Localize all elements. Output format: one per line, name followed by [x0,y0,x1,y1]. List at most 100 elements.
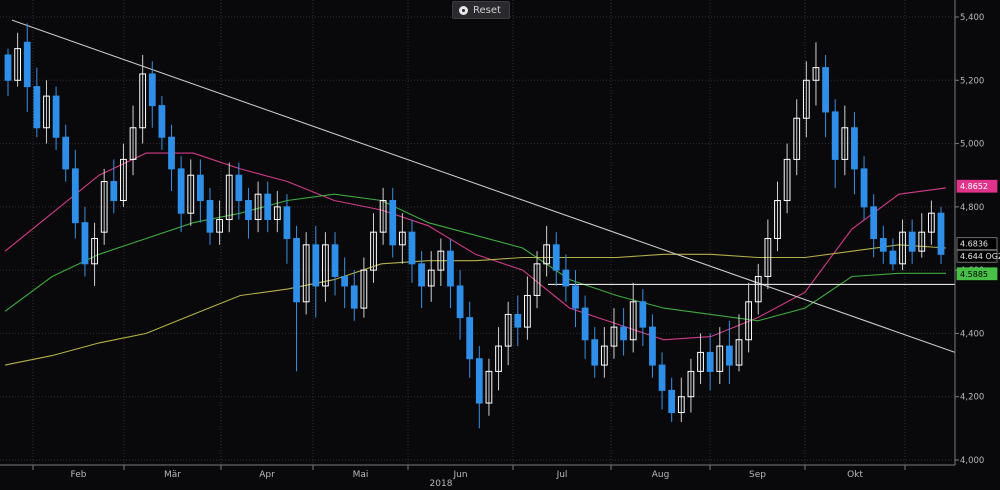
candle-body [43,95,50,129]
candle [802,61,810,138]
candle [841,105,849,176]
x-tick-label: Mai [353,470,369,480]
candle-body [802,79,810,119]
candle [793,99,801,176]
candle [379,187,387,245]
candle [764,219,772,290]
candle-body [139,73,147,129]
candle-body [764,238,772,277]
candle-body [668,389,676,414]
candle-body [879,238,887,252]
moving-averages [4,152,947,366]
candle [620,308,627,356]
candle [495,327,502,391]
candle [206,187,214,245]
x-tick-label: Okt [847,470,863,480]
candle-body [322,244,329,287]
candle-body [110,181,118,202]
candle [120,143,127,207]
candle [552,232,560,286]
candle [649,314,656,378]
candle-body [447,250,454,287]
candle-body [716,345,724,372]
candle [687,358,695,413]
candle-body [841,127,849,160]
trendline [11,19,956,353]
x-tick-label: Mär [164,470,181,480]
candle [43,80,50,144]
candle-body [379,200,387,233]
candle-body [283,206,291,240]
candle [870,194,878,258]
candle-body [418,263,425,287]
candle-body [235,174,243,202]
candle [398,213,406,264]
candle [485,358,493,416]
candle-body [168,136,175,170]
candle-body [158,105,166,138]
candle [350,270,358,321]
candle [322,232,329,302]
candle [456,270,464,340]
candle [745,282,753,353]
candle [831,99,839,188]
candle [754,263,762,315]
candle-body [350,285,358,309]
candle [264,181,272,233]
candle [302,232,310,315]
candle [466,301,474,378]
moving-average-ma-long [4,244,947,366]
y-tick-label: 4,800 [960,203,984,213]
price-tag: 4.8652 [956,179,998,193]
price-tag-box [956,179,998,193]
candle-body [254,193,262,221]
candle-body [754,275,762,303]
candle-body [398,231,406,246]
candle-body [389,200,397,246]
candle [697,333,704,385]
price-tag-label: 4.6836 [960,240,988,249]
candle [514,295,522,347]
x-tick-label: Sep [749,470,766,480]
candle [639,289,647,347]
price-tag-label: 4.8652 [960,182,988,191]
y-tick-label: 4,200 [960,393,984,403]
candle [14,32,22,87]
candle-body [331,244,339,277]
candle [331,232,339,296]
candle [360,257,368,318]
candle-body [860,168,868,208]
candle [851,111,858,195]
candle-body [745,301,753,341]
candle-body [687,370,695,398]
candle [600,327,608,378]
candle [33,67,41,138]
candle-body [812,67,820,81]
candle [447,238,454,309]
candle-body [658,364,666,391]
candle-body [360,269,368,309]
reset-icon [459,5,468,15]
candle-body [23,41,31,88]
candle [927,200,935,245]
candle [216,200,223,245]
reset-button[interactable]: Reset [452,1,510,19]
candle-body [533,263,541,296]
candle-body [293,238,300,303]
candle [533,251,541,309]
candle-body [562,269,570,287]
candle-body [33,86,41,129]
y-tick-label: 5,000 [960,140,984,150]
candle-body [52,95,60,138]
y-tick-label: 4,400 [960,329,984,339]
candle-body [581,307,589,341]
candle-body [216,219,223,233]
candle [629,282,637,353]
candle [168,124,175,192]
candle [23,23,31,112]
candle-body [706,351,714,372]
candle-body [129,127,137,160]
candle [581,295,589,359]
